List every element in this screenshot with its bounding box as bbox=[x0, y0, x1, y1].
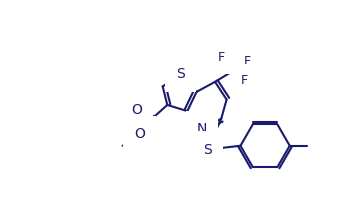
Text: O: O bbox=[131, 103, 142, 117]
Text: N: N bbox=[197, 122, 207, 136]
Text: S: S bbox=[176, 67, 185, 81]
Text: O: O bbox=[134, 127, 145, 141]
Text: F: F bbox=[241, 74, 248, 87]
Text: F: F bbox=[244, 55, 251, 68]
Text: S: S bbox=[203, 143, 212, 157]
Text: F: F bbox=[218, 51, 225, 64]
